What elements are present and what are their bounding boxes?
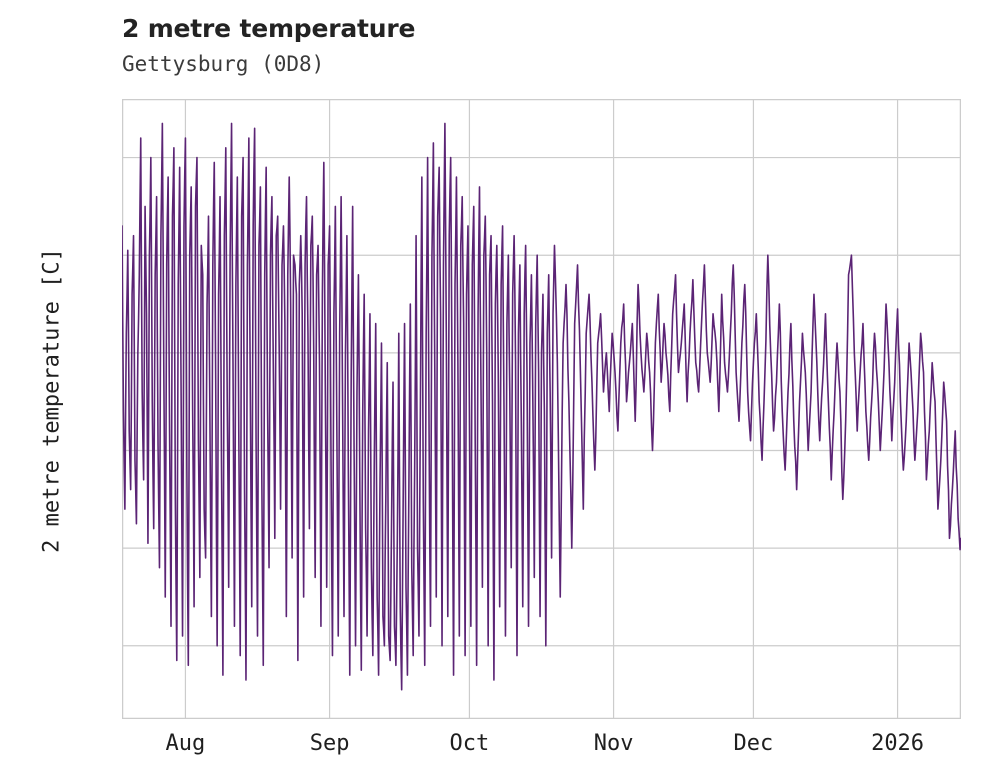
x-tick-label: Nov: [593, 731, 634, 756]
x-tick-label: Sep: [309, 731, 350, 756]
y-axis-label: 2 metre temperature [C]: [39, 248, 65, 553]
x-tick-label: Aug: [165, 731, 206, 756]
chart-title: 2 metre temperature: [122, 14, 416, 43]
plot-area: [122, 99, 961, 719]
chart-subtitle: Gettysburg (0D8): [122, 52, 325, 76]
x-tick-label: 2026: [871, 731, 925, 756]
x-tick-label: Oct: [449, 731, 490, 756]
temperature-series-line: [122, 122, 961, 691]
x-tick-label: Dec: [733, 731, 774, 756]
temperature-line-plot: [122, 99, 961, 719]
